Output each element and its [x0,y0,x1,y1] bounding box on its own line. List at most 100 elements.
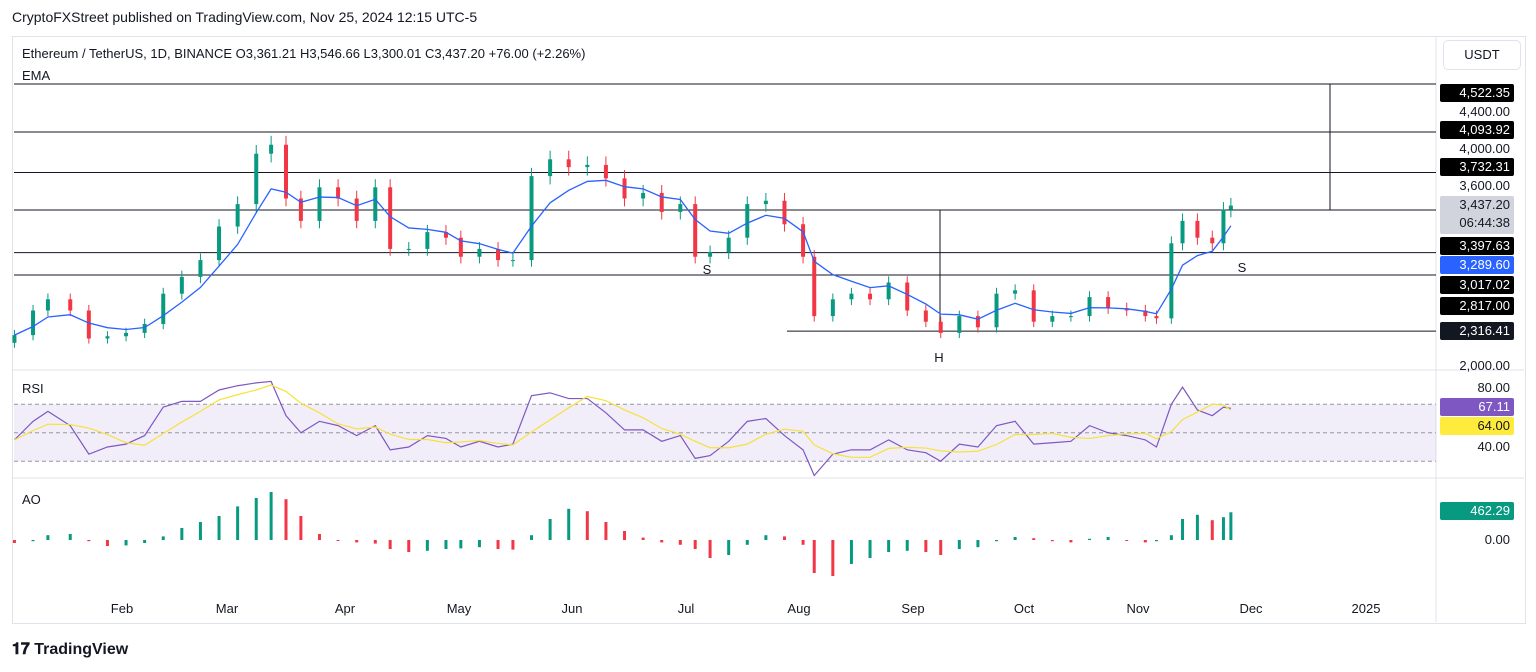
currency-button[interactable]: USDT [1443,40,1521,70]
candle-body [708,252,713,257]
footer-brand: TradingView [34,641,129,658]
candle-body [1087,297,1092,317]
ao-bar [1229,512,1233,540]
candle-body [269,144,274,154]
ao-bar [567,508,571,540]
ao-bar [299,516,303,540]
candle-body [1106,297,1111,309]
ao-indicator-label[interactable]: AO [22,492,41,507]
candle-body [1169,243,1174,319]
ao-bar [745,540,749,545]
candle-body [763,200,768,205]
time-axis-tick: Nov [1126,601,1150,616]
rsi-line [14,380,1231,477]
candle-body [812,256,817,317]
pattern-label-head: H [934,350,943,365]
ao-bar [198,522,202,540]
tradingview-logo: 𝟏𝟕 TradingView [12,641,128,659]
ao-bar [407,540,411,552]
ao-bar [849,540,853,564]
candle-body [1050,316,1055,322]
ao-bar [905,540,909,551]
ema-line [14,179,1232,336]
candle-body [254,153,259,205]
ao-bar [604,522,608,540]
ao-bar [373,540,377,544]
candle-body [124,332,129,337]
candle-body [179,276,184,294]
ao-bar [1032,538,1036,540]
ao-bar [1221,517,1225,540]
candle-body [86,310,91,339]
candle-body [659,192,664,212]
candle-body [373,187,378,221]
ao-bar [477,540,481,548]
candle-body [142,323,147,333]
price-label: 3,017.02 [1440,276,1514,294]
ema-indicator-label[interactable]: EMA [22,68,51,83]
candle-body [298,198,303,221]
ao-bar [105,540,109,546]
time-axis-tick: Dec [1239,601,1263,616]
time-axis-tick: Jul [677,601,695,616]
candle-body [641,192,646,199]
ao-bar [46,535,50,540]
price-label: 3,437.20 06:44:38 [1440,196,1514,234]
tv-logo-icon: 𝟏𝟕 [12,641,35,658]
rsi-value-label: 64.00 [1440,417,1514,435]
ao-bar [1013,537,1017,540]
candle-body [45,299,50,311]
time-axis-tick: May [446,601,472,616]
candle-body [235,204,240,227]
ao-bar [727,540,731,555]
ao-bar [957,540,961,549]
candle-body [938,321,943,333]
ao-bar [388,540,392,549]
candle-body [1031,290,1036,322]
ao-bar [1106,537,1110,540]
ao-bar [444,540,448,549]
ao-bar [831,540,835,576]
candle-body [566,159,571,168]
price-axis-tick: 4,400.00 [1459,104,1510,119]
ao-bar [693,540,697,549]
candle-body [477,248,482,257]
candle-body [782,200,787,225]
ao-bar [236,506,240,540]
candle-body [161,293,166,324]
ao-bar [355,540,359,543]
bar-countdown: 06:44:38 [1459,215,1510,230]
candle-body [1143,310,1148,317]
candle-body [975,316,980,328]
symbol-legend: Ethereum / TetherUS, 1D, BINANCE O3,361.… [22,46,586,61]
candle-body [496,248,501,261]
candle-body [388,187,393,249]
ao-bar [425,540,429,551]
candle-body [1068,316,1073,318]
candle-body [585,164,590,168]
candle-body [1228,205,1233,210]
ao-axis-tick: 0.00 [1484,532,1510,547]
ao-bar [1195,514,1199,540]
candle-body [957,316,962,333]
candle-body [1154,316,1159,319]
ao-bar [1210,520,1214,540]
ao-bar [548,519,552,540]
price-label: 2,817.00 [1440,297,1514,315]
rsi-indicator-label[interactable]: RSI [22,381,44,396]
ao-bar [87,540,91,542]
candle-body [284,144,288,199]
price-axis-tick: 4,000.00 [1459,141,1510,156]
price-axis-tick: 2,000.00 [1459,358,1510,373]
ao-bar [585,511,589,540]
ao-bar [764,535,768,540]
candle-body [458,237,463,257]
ao-bar [660,540,664,543]
rsi-value-label: 67.11 [1440,398,1514,416]
candle-body [905,282,910,311]
ao-bar [1050,540,1054,542]
ao-bar [317,534,321,540]
ao-bar [641,537,645,540]
ao-bar [939,540,943,555]
